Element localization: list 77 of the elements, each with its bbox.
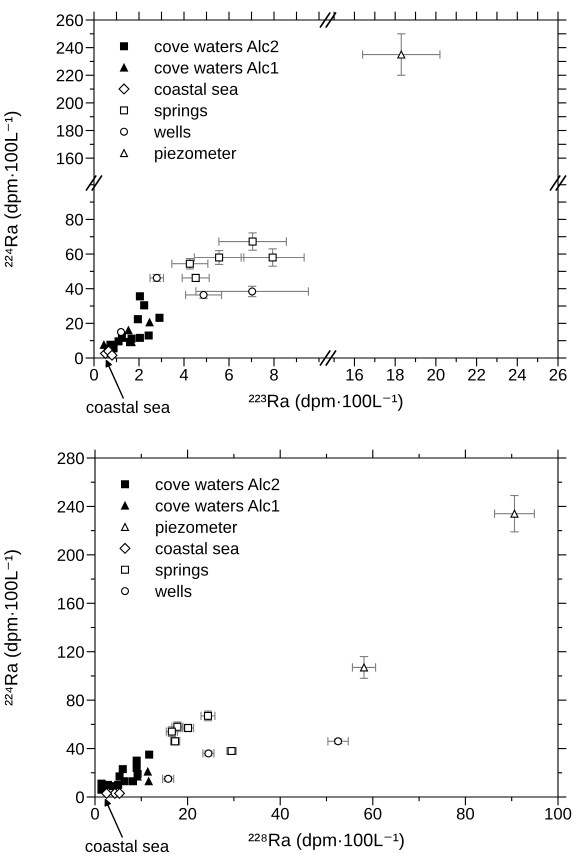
point xyxy=(116,772,124,780)
legend-label: wells xyxy=(154,584,192,598)
legend-label: springs xyxy=(155,563,208,580)
point xyxy=(114,788,126,799)
y-tick-label: 0 xyxy=(76,791,84,804)
x-tick-label: 16 xyxy=(346,368,363,381)
point xyxy=(144,768,152,776)
x-tick-label: 8 xyxy=(270,368,278,381)
x-tick-label: 0 xyxy=(91,808,99,820)
x-tick-label: 40 xyxy=(271,808,289,820)
point xyxy=(136,292,144,300)
x-tick-label: 6 xyxy=(225,368,233,381)
annotation: coastal sea xyxy=(86,400,170,414)
y-tick-label: 180 xyxy=(57,124,83,137)
point xyxy=(146,318,154,326)
y-tick-label: 20 xyxy=(66,318,83,330)
legend-label: cove waters Alc1 xyxy=(154,61,278,74)
x-tick-label: 60 xyxy=(364,808,382,820)
y-tick-label: 60 xyxy=(66,248,83,260)
x-tick-label: 0 xyxy=(90,368,98,381)
point xyxy=(136,334,144,342)
y-tick-label: 280 xyxy=(58,452,84,464)
x-tick-label: 24 xyxy=(508,368,526,380)
x-tick-label: 20 xyxy=(427,368,444,381)
y-tick-label: 40 xyxy=(65,283,83,295)
point xyxy=(145,750,154,759)
legend-label: cove waters Alc2 xyxy=(154,40,278,52)
x-tick-label: 20 xyxy=(179,808,196,820)
y-tick-label: 0 xyxy=(74,352,83,364)
x-tick-label: 80 xyxy=(456,808,474,820)
x-axis-title: ²²⁸Ra (dpm·100L⁻¹) xyxy=(248,833,404,850)
point xyxy=(106,350,118,361)
y-tick-label: 240 xyxy=(58,500,84,513)
y-tick-label: 80 xyxy=(66,694,84,706)
point xyxy=(155,314,164,322)
legend-label: cove waters Alc2 xyxy=(156,478,280,490)
y-tick-label: 120 xyxy=(58,646,84,658)
legend-label: cove waters Alc1 xyxy=(156,499,280,512)
x-tick-label: 22 xyxy=(468,368,486,380)
x-axis-title: ²²³Ra (dpm·100L⁻¹) xyxy=(248,394,402,411)
legend-label: coastal sea xyxy=(154,82,238,95)
y-tick-label: 200 xyxy=(58,549,84,562)
y-tick-label: 40 xyxy=(66,742,84,755)
y-axis-title: ²²⁴Ra (dpm·100L⁻¹) xyxy=(4,550,22,706)
x-tick-label: 18 xyxy=(387,368,404,381)
point xyxy=(360,663,368,672)
point xyxy=(144,777,153,786)
point xyxy=(124,326,132,334)
point xyxy=(144,331,153,340)
point xyxy=(134,315,142,324)
y-tick-label: 200 xyxy=(56,97,83,110)
y-tick-label: 220 xyxy=(56,70,83,82)
y-tick-label: 160 xyxy=(58,598,84,610)
y-tick-label: 240 xyxy=(56,42,83,54)
y-axis-title: ²²⁴Ra (dpm·100L⁻¹) xyxy=(4,112,22,268)
legend-label: wells xyxy=(154,125,190,138)
legend-label: springs xyxy=(154,104,208,120)
legend-label: piezometer xyxy=(156,520,238,536)
y-tick-label: 160 xyxy=(57,152,83,164)
x-tick-label: 26 xyxy=(550,368,567,381)
x-tick-label: 4 xyxy=(180,369,188,380)
legend-label: coastal sea xyxy=(156,542,240,554)
y-tick-label: 80 xyxy=(66,214,83,226)
point xyxy=(101,788,112,799)
annotation: coastal sea xyxy=(86,840,170,852)
text: piezometer xyxy=(155,146,236,162)
point xyxy=(140,301,148,310)
point xyxy=(510,510,519,518)
point xyxy=(215,253,224,262)
x-tick-label: 2 xyxy=(135,368,143,380)
y-tick-label: 260 xyxy=(56,14,83,26)
point xyxy=(132,756,141,765)
point xyxy=(268,253,277,262)
x-tick-label: 100 xyxy=(545,808,572,820)
point xyxy=(248,238,257,246)
point xyxy=(109,782,118,790)
point xyxy=(118,765,127,774)
